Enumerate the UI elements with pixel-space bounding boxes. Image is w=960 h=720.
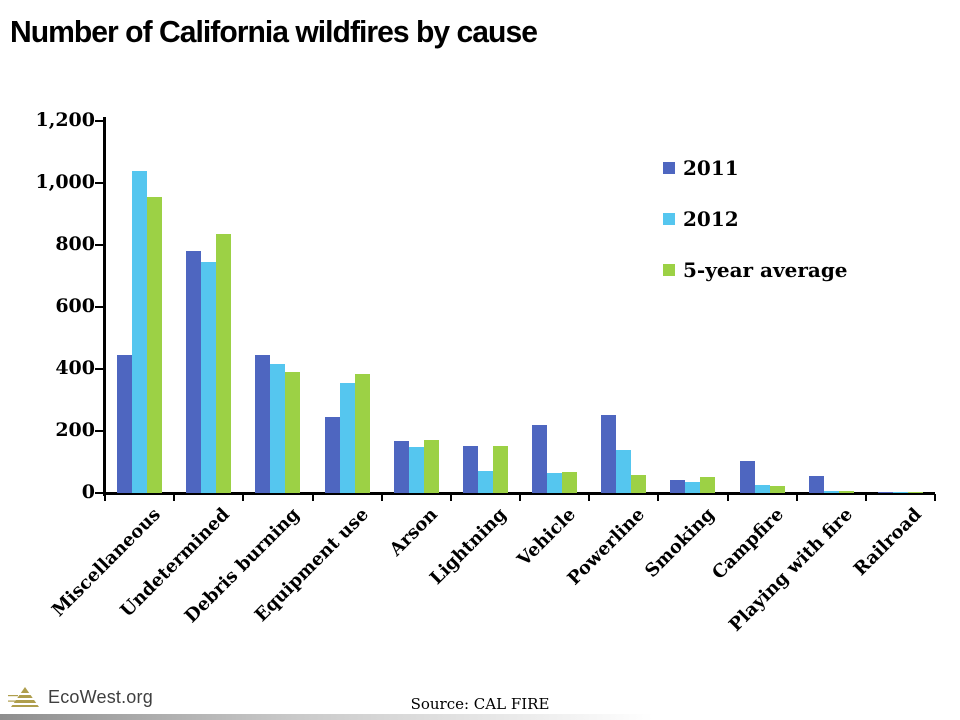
x-axis-tick — [242, 494, 245, 501]
x-axis-tick — [726, 494, 729, 501]
x-axis-category-label: Powerline — [563, 504, 650, 590]
bar-5-year-average-powerline — [631, 475, 646, 493]
bar-2012-miscellaneous — [132, 171, 147, 493]
bar-2012-debris-burning — [270, 364, 285, 493]
bar-2012-smoking — [685, 482, 700, 493]
x-axis-tick — [795, 494, 798, 501]
x-axis-category-label: Smoking — [640, 504, 719, 582]
legend-label: 2011 — [683, 156, 739, 180]
bar-5-year-average-playing-with-fire — [839, 491, 854, 493]
bar-5-year-average-equipment-use — [355, 374, 370, 493]
source-note: Source: CAL FIRE — [410, 695, 550, 713]
bar-2011-debris-burning — [255, 355, 270, 493]
legend-label: 2012 — [683, 207, 739, 231]
y-axis-tick — [95, 120, 103, 122]
bar-2011-vehicle — [532, 425, 547, 493]
y-axis-tick-label: 400 — [55, 357, 95, 379]
y-axis-tick-label: 1,000 — [35, 171, 96, 193]
y-axis-tick-label: 200 — [55, 419, 95, 441]
x-axis-tick — [519, 494, 521, 501]
x-axis-category-label: Playing with fire — [724, 504, 857, 636]
bar-5-year-average-arson — [424, 440, 439, 493]
y-axis-tick — [95, 182, 103, 184]
x-axis-category-label: Miscellaneous — [48, 504, 166, 621]
x-axis-category-label: Vehicle — [513, 504, 581, 571]
mountain-logo-icon — [8, 687, 40, 707]
bar-5-year-average-undetermined — [216, 234, 231, 493]
x-axis-tick — [449, 494, 452, 501]
x-axis-category-label: Debris burning — [180, 504, 304, 628]
y-axis-tick-label: 0 — [81, 481, 95, 503]
bar-2011-arson — [394, 441, 409, 493]
footer-gradient-bar — [0, 714, 653, 720]
bar-2012-railroad — [893, 492, 908, 493]
y-axis-line — [103, 117, 106, 496]
bar-2011-playing-with-fire — [809, 476, 824, 493]
legend-swatch-5-year-average — [663, 264, 675, 276]
bar-5-year-average-debris-burning — [285, 372, 300, 493]
y-axis-tick-label: 800 — [55, 233, 95, 255]
bar-2011-undetermined — [186, 251, 201, 493]
bar-2012-playing-with-fire — [824, 491, 839, 493]
legend-item-2011: 2011 — [663, 156, 848, 180]
y-axis-tick — [95, 492, 103, 494]
x-axis-tick — [311, 494, 314, 501]
y-axis-tick-label: 1,200 — [35, 109, 96, 131]
bar-2011-equipment-use — [325, 417, 340, 493]
bar-2011-powerline — [601, 415, 616, 493]
bar-2011-smoking — [670, 480, 685, 493]
x-axis-category-label: Equipment use — [250, 504, 373, 627]
x-axis-line — [103, 492, 935, 495]
x-axis-category-label: Arson — [385, 504, 442, 561]
bar-5-year-average-railroad — [908, 492, 923, 493]
bar-2012-equipment-use — [340, 383, 355, 493]
bar-2011-miscellaneous — [117, 355, 132, 493]
x-axis-tick — [173, 494, 176, 501]
x-axis-category-label: Lightning — [425, 504, 511, 589]
bar-2011-lightning — [463, 446, 478, 493]
x-axis-category-label: Railroad — [849, 504, 926, 580]
chart-title: Number of California wildfires by cause — [10, 14, 538, 49]
y-axis-tick — [95, 368, 103, 370]
ecowest-logo-text: EcoWest.org — [48, 686, 153, 707]
bar-2011-railroad — [878, 492, 893, 493]
x-axis-tick — [657, 494, 660, 501]
bar-2012-vehicle — [547, 473, 562, 493]
legend-item-5-year-average: 5-year average — [663, 258, 848, 282]
bar-5-year-average-miscellaneous — [147, 197, 162, 493]
bar-2012-campfire — [755, 485, 770, 493]
bar-5-year-average-lightning — [493, 446, 508, 493]
legend-swatch-2011 — [663, 162, 675, 174]
legend-item-2012: 2012 — [663, 207, 848, 231]
x-axis-category-label: Undetermined — [116, 504, 235, 622]
legend-label: 5-year average — [683, 258, 848, 282]
bar-2011-campfire — [740, 461, 755, 493]
bar-5-year-average-vehicle — [562, 472, 577, 493]
bar-2012-lightning — [478, 471, 493, 493]
y-axis-tick — [95, 430, 103, 432]
bar-5-year-average-campfire — [770, 486, 785, 493]
x-axis-category-label: Campfire — [707, 504, 788, 584]
bar-2012-arson — [409, 447, 424, 493]
x-axis-tick — [104, 494, 106, 501]
x-axis-tick — [864, 494, 867, 501]
legend-swatch-2012 — [663, 213, 675, 225]
x-axis-tick — [934, 494, 936, 501]
x-axis-tick — [380, 494, 383, 501]
ecowest-logo: EcoWest.org — [8, 685, 153, 709]
bar-2012-powerline — [616, 450, 631, 493]
x-axis-tick — [588, 494, 591, 501]
bar-2012-undetermined — [201, 262, 216, 493]
y-axis-tick-label: 600 — [55, 295, 95, 317]
bar-5-year-average-smoking — [700, 477, 715, 493]
y-axis-tick — [95, 306, 103, 308]
y-axis-tick — [95, 244, 103, 246]
chart-legend: 2011 2012 5-year average — [663, 156, 848, 309]
